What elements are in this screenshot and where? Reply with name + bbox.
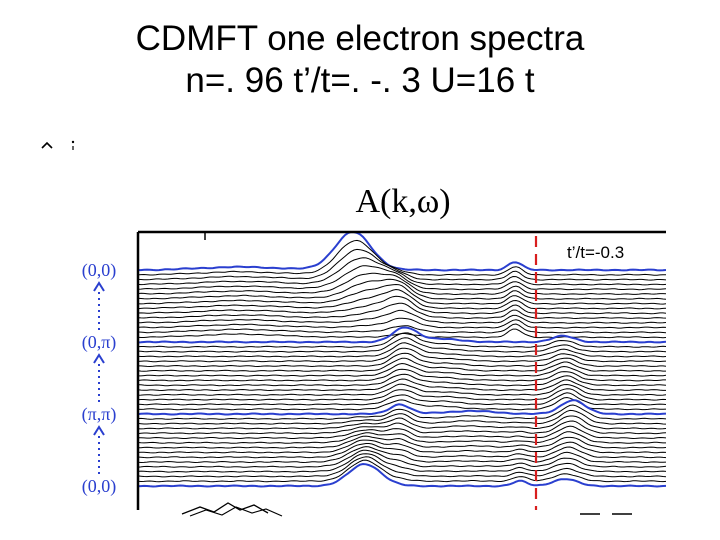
spectral-curve (138, 449, 666, 468)
slide-title-line-1: CDMFT one electron spectra (135, 19, 585, 58)
k-path-label: (0,π) (82, 332, 117, 353)
spectral-curve (138, 288, 666, 310)
spectral-curve (138, 456, 666, 478)
spectral-curve (138, 357, 666, 372)
spectral-curve (138, 443, 666, 459)
k-path-arrowhead (93, 353, 105, 364)
spectral-curve (138, 317, 666, 329)
spectral-curve (138, 362, 666, 377)
spectral-curve (138, 337, 666, 353)
chart-title: A(k,ω) (355, 183, 450, 220)
spectral-curve (138, 272, 666, 296)
spectral-curve (138, 295, 666, 315)
stray-mark (41, 141, 53, 149)
spectral-curve (138, 409, 666, 425)
spectral-curve (138, 431, 666, 444)
k-path-label: (0,0) (82, 476, 117, 497)
spectral-curve (138, 323, 666, 334)
spectral-curve (138, 239, 666, 276)
spectral-curve (138, 278, 666, 300)
spectral-curve (138, 383, 666, 396)
slide-title: CDMFT one electron spectra n=. 96 t’/t=.… (0, 18, 720, 102)
k-path-labels: (0,0) (0,π) (π,π) (0,0) (82, 260, 117, 497)
spectral-curve (138, 347, 666, 363)
spectral-curve (138, 302, 666, 320)
k-path-label: (0,0) (82, 260, 117, 281)
spectral-curve (138, 309, 666, 324)
spectral-curve-highlighted (138, 399, 666, 416)
spectral-curve-highlighted (138, 326, 666, 344)
spectral-curve (138, 378, 666, 392)
spectral-curve (138, 248, 666, 281)
spectral-curve (138, 388, 666, 401)
hopping-ratio-annotation: t’/t=-0.3 (567, 243, 624, 262)
spectral-curve (138, 420, 666, 435)
spectral-curve (138, 415, 666, 430)
slide-title-line-2: n=. 96 t’/t=. -. 3 U=16 t (185, 61, 535, 100)
spectral-curve (138, 265, 666, 291)
spectral-curve (138, 342, 666, 358)
spectral-curve (138, 435, 666, 449)
spectral-curve (138, 368, 666, 382)
spectral-curve (138, 283, 666, 305)
spectral-curve (138, 446, 666, 464)
spectral-curve-highlighted (138, 232, 666, 272)
stray-dot (71, 140, 75, 144)
spectral-curve (138, 404, 666, 420)
spectral-curves (138, 232, 666, 488)
k-path-arrowhead (93, 425, 105, 436)
k-path-arrowhead (93, 281, 105, 292)
spectral-curve (138, 392, 666, 406)
spectral-curve (138, 257, 666, 286)
k-path-label: (π,π) (82, 404, 117, 425)
spectral-curve (138, 453, 666, 473)
spectral-curve (138, 332, 666, 348)
spectral-curve (138, 425, 666, 440)
spectral-curve (138, 352, 666, 368)
lower-panel-curve (189, 506, 283, 517)
spectral-curve (138, 459, 666, 483)
spectral-curve (138, 439, 666, 454)
spectral-curve (138, 373, 666, 387)
lower-panel-fragment (181, 502, 632, 517)
lower-panel-curve (181, 502, 269, 515)
spectral-curve-highlighted (138, 462, 666, 488)
